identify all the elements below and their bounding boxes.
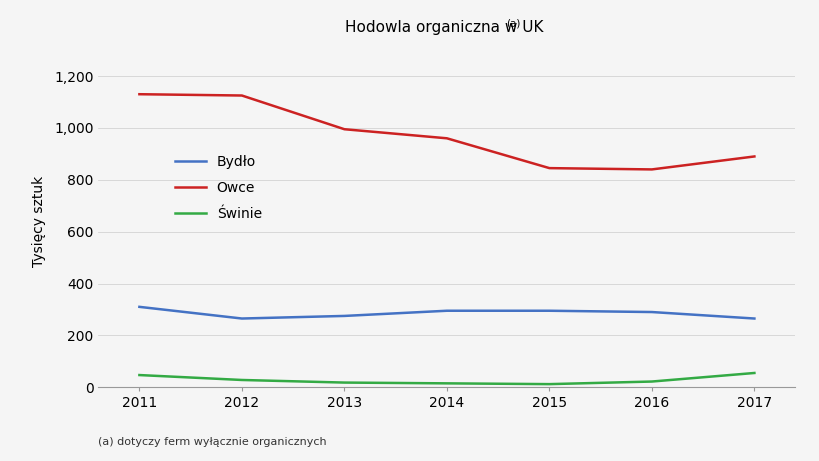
Świnie [749, 370, 758, 376]
Bydło [749, 316, 758, 321]
Owce [339, 126, 349, 132]
Owce [441, 136, 451, 141]
Bydło [544, 308, 554, 313]
Świnie [339, 380, 349, 385]
Line: Owce: Owce [139, 94, 753, 169]
Owce [237, 93, 247, 98]
Text: (a): (a) [505, 19, 520, 29]
Bydło [646, 309, 656, 315]
Świnie [441, 381, 451, 386]
Owce [544, 165, 554, 171]
Bydło [339, 313, 349, 319]
Line: Świnie: Świnie [139, 373, 753, 384]
Y-axis label: Tysięcy sztuk: Tysięcy sztuk [32, 176, 46, 267]
Owce [749, 154, 758, 159]
Świnie [646, 379, 656, 384]
Bydło [237, 316, 247, 321]
Text: Hodowla organiczna w UK: Hodowla organiczna w UK [345, 20, 548, 35]
Świnie [237, 377, 247, 383]
Legend: Bydło, Owce, Świnie: Bydło, Owce, Świnie [174, 155, 261, 221]
Bydło [134, 304, 144, 310]
Line: Bydło: Bydło [139, 307, 753, 319]
Świnie [134, 372, 144, 378]
Text: (a) dotyczy ferm wyłącznie organicznych: (a) dotyczy ferm wyłącznie organicznych [98, 437, 327, 447]
Owce [646, 166, 656, 172]
Owce [134, 91, 144, 97]
Bydło [441, 308, 451, 313]
Świnie [544, 381, 554, 387]
